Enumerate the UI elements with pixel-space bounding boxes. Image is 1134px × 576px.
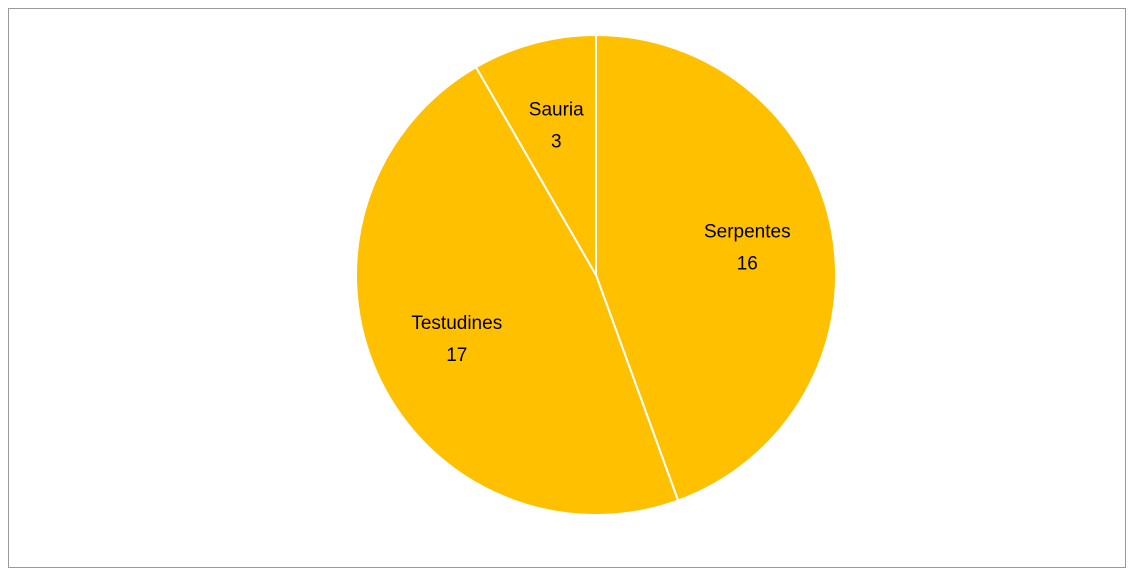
slice-label: Testudines xyxy=(411,313,502,334)
pie-slice xyxy=(355,65,680,516)
pie-slice xyxy=(474,33,597,279)
pie-slice xyxy=(595,33,837,502)
slice-label: Serpentes xyxy=(704,221,791,242)
slice-label: Sauria xyxy=(529,100,584,121)
slice-value: 3 xyxy=(551,132,562,153)
slice-value: 17 xyxy=(446,345,467,366)
slice-value: 16 xyxy=(737,253,758,274)
